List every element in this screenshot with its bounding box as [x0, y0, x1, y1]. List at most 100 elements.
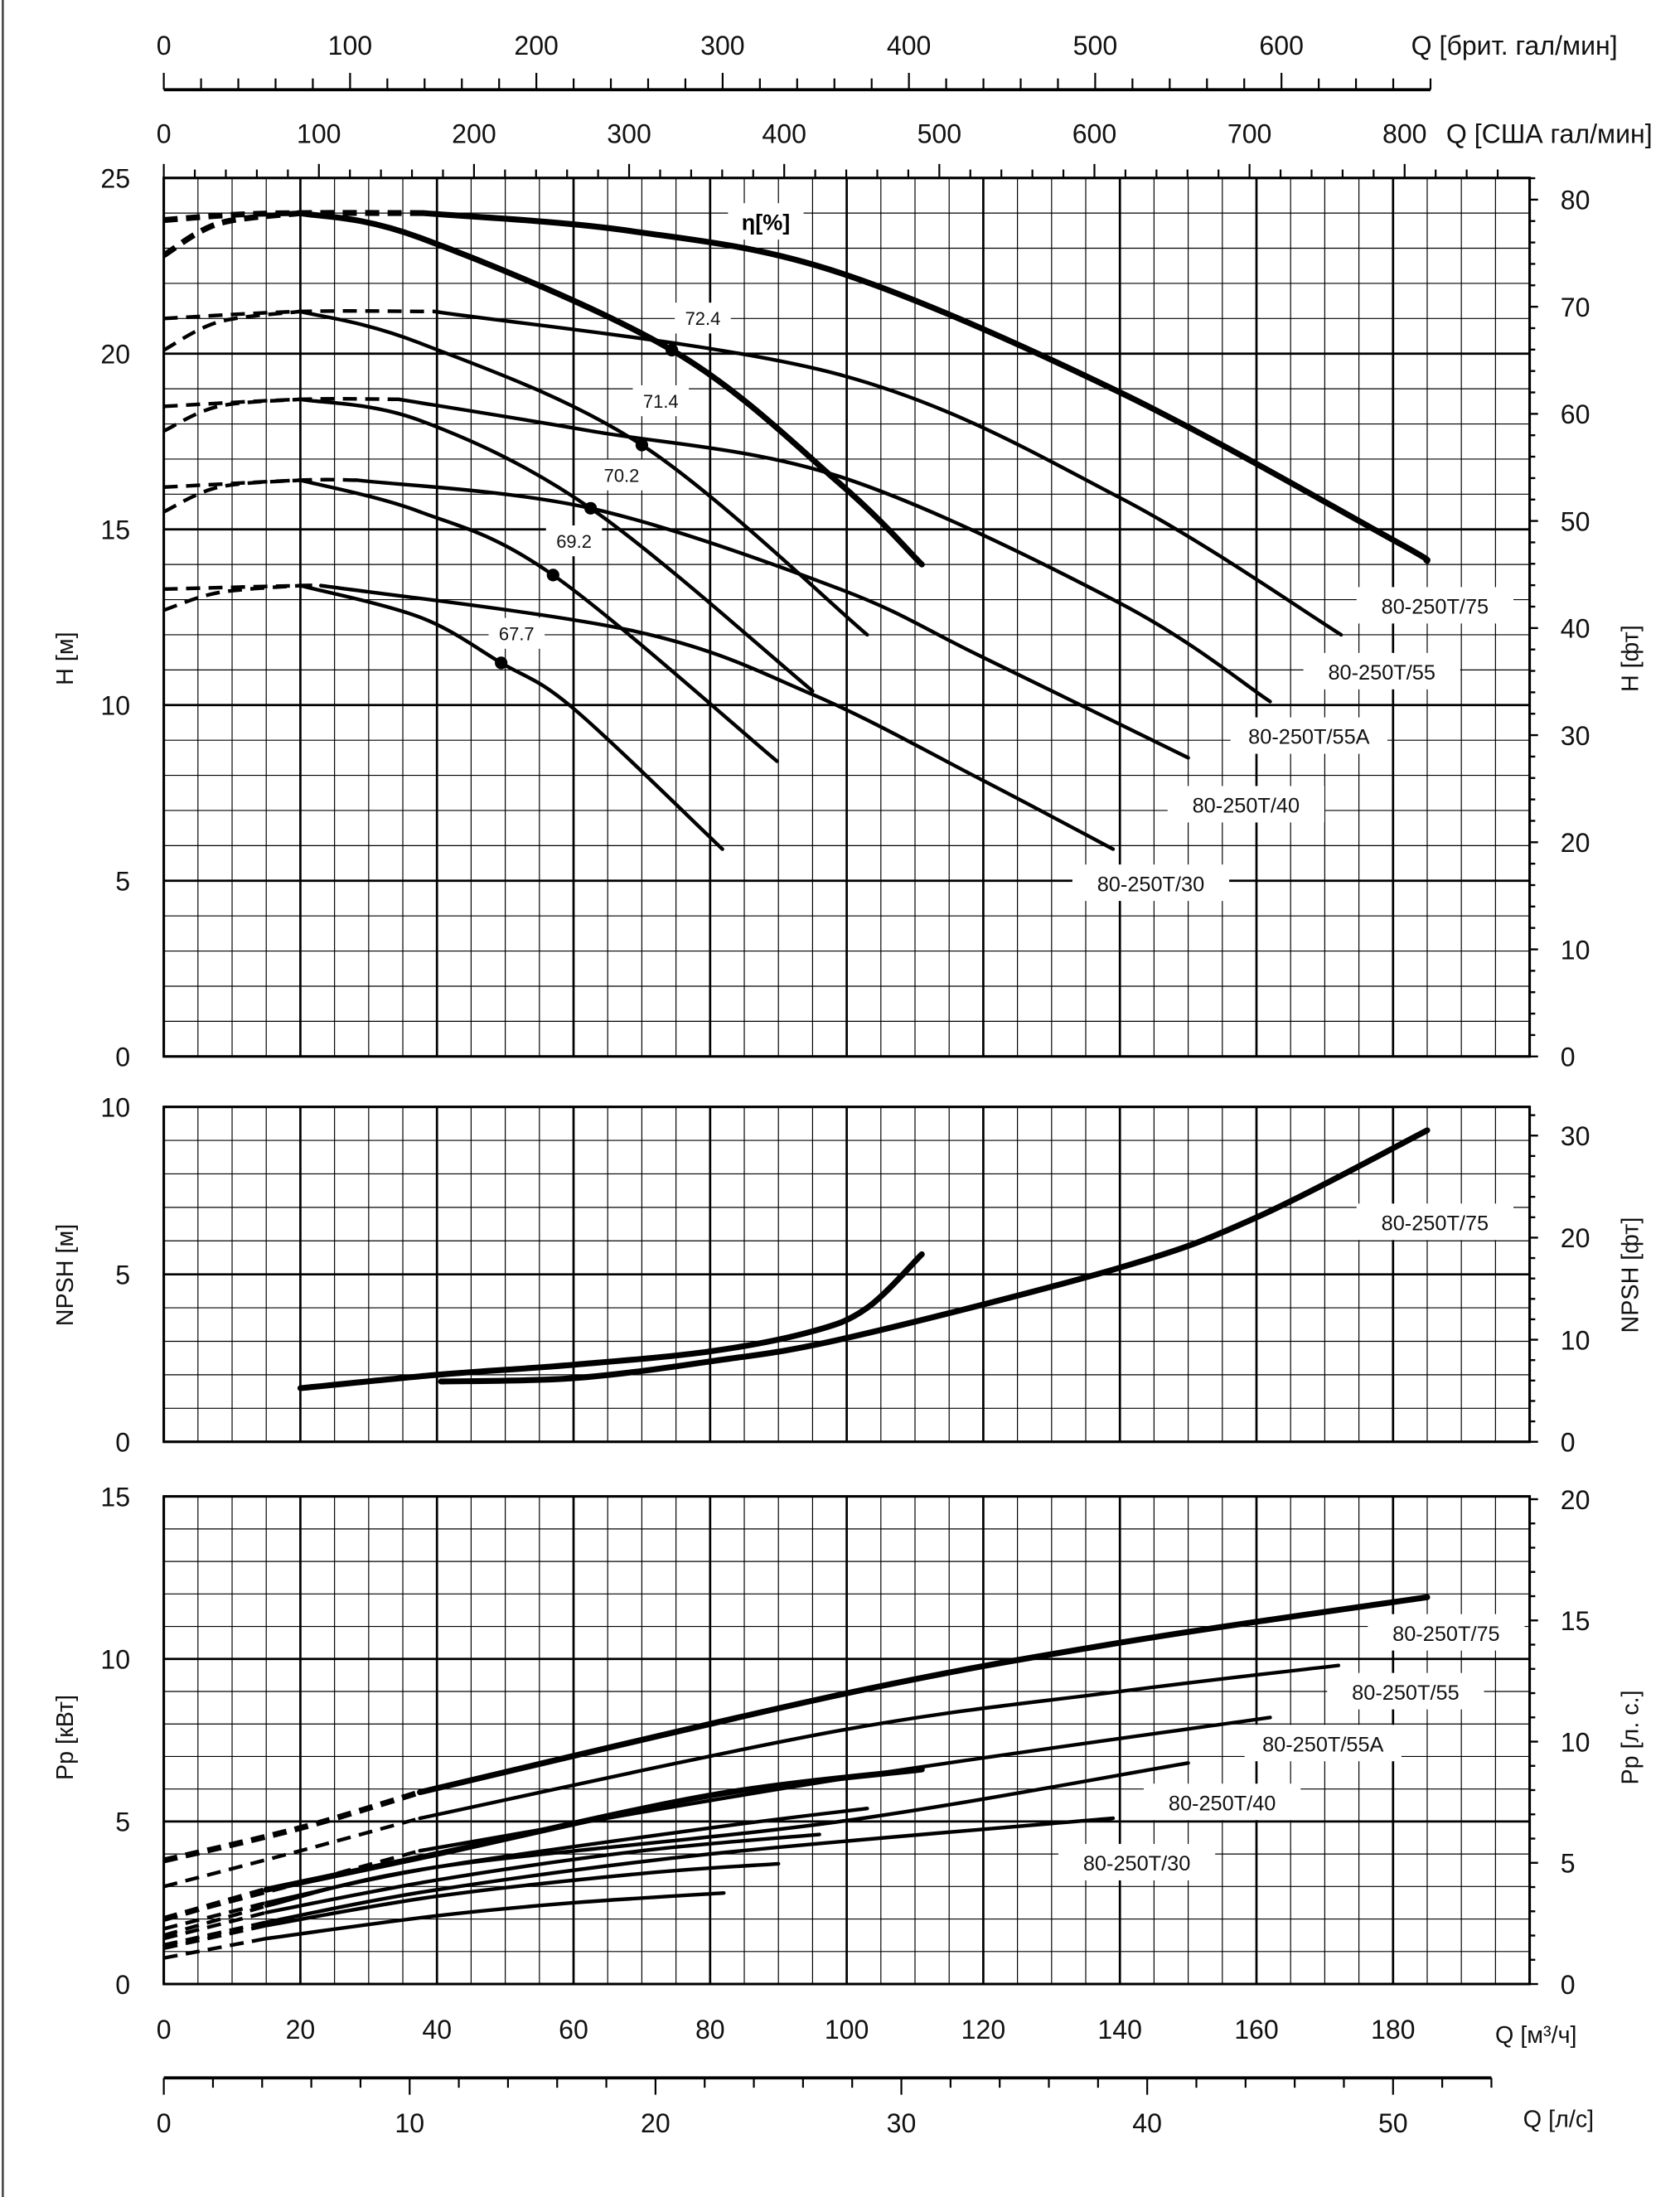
y-right-tick-label: 80: [1561, 186, 1590, 215]
y-right-tick-label: 0: [1561, 1428, 1576, 1458]
m3h-tick-label: 160: [1234, 2015, 1279, 2045]
curve-label: 80-250T/55: [1328, 661, 1436, 685]
efficiency-label: 67.7: [499, 624, 535, 645]
m3h-axis-title: Q [м³/ч]: [1495, 2022, 1576, 2049]
m3h-tick-label: 140: [1097, 2015, 1142, 2045]
m3h-tick-label: 180: [1371, 2015, 1416, 2045]
series-line: [438, 1127, 1431, 1385]
plot-frame: [162, 1106, 1532, 1444]
ls-tick-label: 40: [1132, 2108, 1162, 2138]
series-line: [432, 309, 1344, 637]
series-line: [297, 210, 925, 568]
series-line: [418, 1663, 1341, 1821]
ls-tick-label: 0: [157, 2108, 172, 2138]
y-right-tick-label: 10: [1561, 935, 1590, 965]
series-line: [264, 1861, 781, 1928]
y-tick-label: 10: [100, 691, 130, 721]
series-line: [264, 1890, 726, 1941]
curve-label-bg: [1303, 652, 1460, 690]
uk-gal-tick-label: 0: [157, 31, 172, 60]
y-right-tick-label: 0: [1561, 1970, 1576, 2000]
ls-tick-label: 30: [887, 2108, 917, 2138]
y-right-tick-label: 20: [1561, 1223, 1590, 1253]
y-right-tick-label: 40: [1561, 614, 1590, 644]
curve-label-bg: [1058, 1843, 1216, 1880]
series-line: [297, 1251, 925, 1391]
curve-label-bg: [1368, 1614, 1525, 1651]
curve-label: 80-250T/75: [1382, 1212, 1489, 1235]
y-tick-label: 15: [100, 515, 130, 545]
curve-label: 80-250T/75: [1382, 596, 1489, 619]
series-dashed-segment: [163, 1900, 267, 1931]
y-tick-label: 10: [100, 1645, 130, 1675]
us-gal-tick-label: 300: [607, 119, 651, 148]
y-tick-label: 0: [115, 1428, 130, 1458]
us-gal-tick-label: 200: [452, 119, 496, 148]
efficiency-annotation: η[%]: [742, 210, 791, 235]
ls-tick-label: 50: [1378, 2108, 1408, 2138]
us-gal-tick-label: 100: [297, 119, 341, 148]
curve-label-bg: [1167, 786, 1324, 823]
series-dashed-segment: [163, 210, 424, 224]
series-line: [263, 1766, 925, 1893]
efficiency-point: [495, 656, 508, 670]
efficiency-label: 72.4: [685, 308, 721, 329]
series-dashed-segment: [162, 397, 301, 433]
curve-label: 80-250T/40: [1169, 1792, 1276, 1815]
y-right-tick-label: 30: [1561, 721, 1590, 751]
series-dashed-segment: [163, 1904, 267, 1938]
y-tick-label: 5: [115, 1261, 130, 1290]
y-right-tick-label: 10: [1561, 1325, 1590, 1355]
ls-tick-label: 20: [641, 2108, 671, 2138]
ls-axis-title: Q [л/с]: [1523, 2106, 1594, 2132]
curve-label-bg: [1144, 1783, 1301, 1821]
efficiency-point: [666, 343, 679, 357]
annotation-bg: [728, 203, 804, 240]
series-line: [318, 583, 1116, 851]
series-dashed-segment: [163, 477, 357, 490]
curve-label: 80-250T/55A: [1248, 726, 1369, 749]
efficiency-label: 71.4: [643, 391, 679, 412]
efficiency-label-bg: [488, 617, 545, 649]
y-tick-label: 0: [115, 1043, 130, 1072]
curve-label-bg: [1327, 1672, 1484, 1710]
efficiency-label: 69.2: [556, 531, 592, 552]
m3h-tick-label: 40: [422, 2015, 452, 2045]
m3h-tick-label: 80: [695, 2015, 725, 2045]
m3h-tick-label: 20: [286, 2015, 316, 2045]
m3h-tick-label: 0: [157, 2015, 172, 2045]
series-dashed-segment: [162, 583, 301, 612]
curve-label: 80-250T/40: [1193, 795, 1300, 818]
uk-gal-axis-title: Q [брит. гал/мин]: [1411, 31, 1618, 60]
curve-label: 80-250T/55: [1352, 1682, 1460, 1705]
series-line: [264, 1816, 1116, 1924]
efficiency-label-bg: [593, 459, 650, 491]
series-dashed-segment: [163, 1910, 267, 1941]
y-right-tick-label: 60: [1561, 399, 1590, 429]
curve-label-bg: [1356, 587, 1513, 624]
y-right-tick-label: 20: [1561, 1485, 1590, 1515]
series-dashed-segment: [162, 1886, 268, 1922]
curve-label-bg: [1356, 1203, 1513, 1241]
series-line: [298, 397, 815, 693]
series-line: [417, 1594, 1431, 1796]
efficiency-label-bg: [632, 385, 690, 417]
curve-label: 80-250T/75: [1392, 1623, 1500, 1646]
m3h-tick-label: 60: [559, 2015, 588, 2045]
uk-gal-tick-label: 200: [514, 31, 559, 60]
series-dashed-segment: [162, 478, 301, 514]
m3h-tick-label: 120: [961, 2015, 1006, 2045]
series-dashed-segment: [162, 1789, 421, 1864]
curve-label-bg: [1244, 1725, 1402, 1762]
y-axis-title: NPSH [м]: [52, 1224, 79, 1327]
series-dashed-segment: [163, 1816, 421, 1889]
y-tick-label: 10: [100, 1092, 130, 1122]
curve-label-bg: [1072, 864, 1230, 902]
uk-gal-tick-label: 300: [700, 31, 745, 60]
us-gal-tick-label: 700: [1227, 119, 1272, 148]
ls-tick-label: 10: [395, 2108, 424, 2138]
series-line: [298, 478, 779, 763]
series-line: [264, 1832, 821, 1914]
efficiency-point: [584, 501, 598, 515]
series-dashed-segment: [163, 1936, 267, 1960]
